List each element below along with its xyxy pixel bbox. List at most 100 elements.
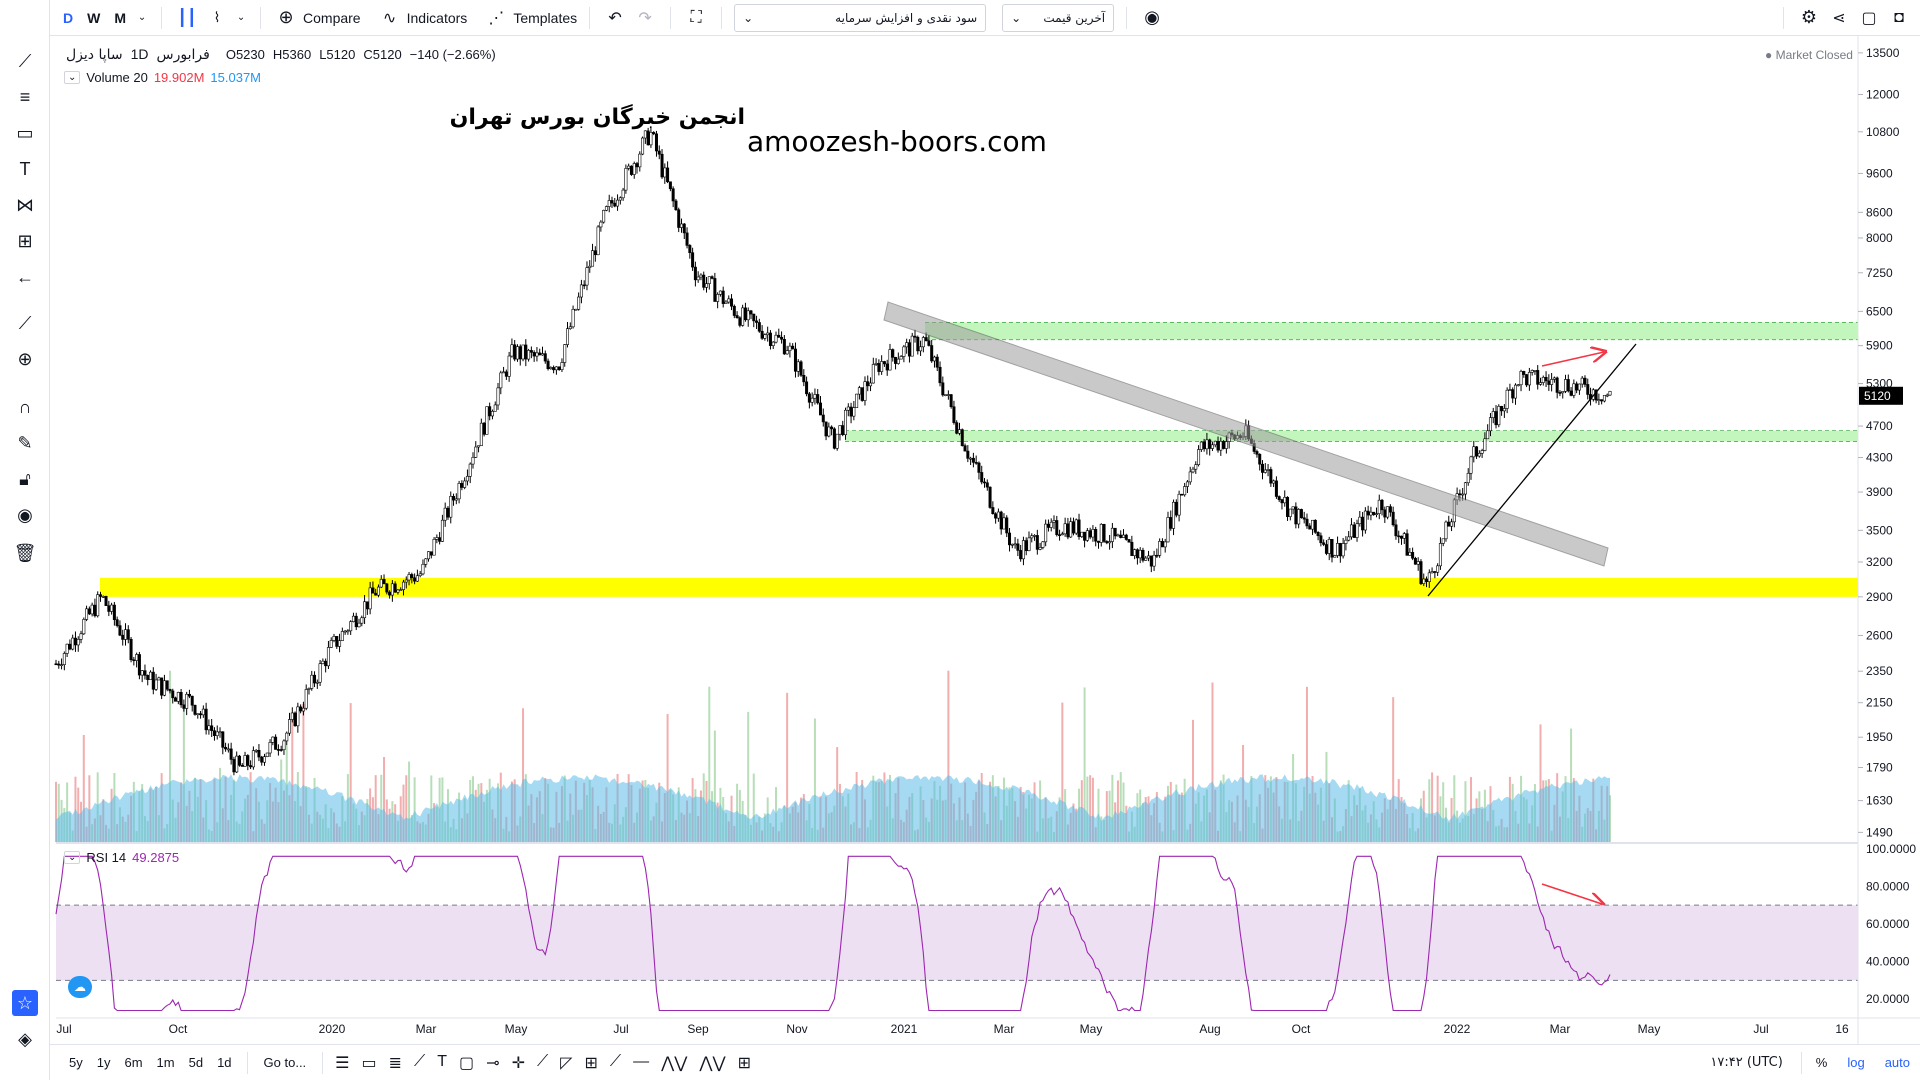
candle-body bbox=[1116, 534, 1120, 537]
abc-icon[interactable]: ⋀⋁ bbox=[699, 1054, 726, 1072]
share-icon[interactable]: ⋖ bbox=[1832, 9, 1846, 27]
candle-body bbox=[693, 266, 697, 281]
volume-bar bbox=[374, 775, 377, 842]
clock-time[interactable]: ۱۷:۴۲ (UTC) bbox=[1710, 1055, 1783, 1070]
path-icon[interactable]: ⟋ bbox=[536, 1052, 549, 1070]
volume-bar bbox=[1192, 719, 1195, 842]
candle-body bbox=[1458, 493, 1462, 496]
candle-body bbox=[415, 575, 419, 582]
projection-icon[interactable]: ⊞ bbox=[737, 1054, 751, 1072]
interval-d-button[interactable]: D bbox=[63, 9, 74, 26]
chevron-down-icon[interactable]: ⌄ bbox=[137, 12, 147, 23]
candle-body bbox=[924, 337, 928, 342]
magnet-icon[interactable]: ∩ bbox=[18, 396, 32, 417]
candle-body bbox=[1096, 540, 1100, 543]
pencil-lock-icon[interactable]: ✎ bbox=[17, 432, 33, 453]
candle-body bbox=[1430, 571, 1434, 574]
zoom-icon[interactable]: ⊕ bbox=[17, 348, 33, 369]
eye-icon[interactable]: ◉ bbox=[17, 504, 33, 525]
range-1d[interactable]: 1d bbox=[217, 1055, 232, 1070]
price-source-select[interactable]: ⌄ آخرین قیمت bbox=[1002, 3, 1115, 32]
time-tick-label: May bbox=[1638, 1022, 1661, 1036]
candle-body bbox=[85, 608, 89, 620]
callout-icon[interactable]: ▢ bbox=[459, 1054, 475, 1072]
drawings bbox=[883, 301, 1637, 904]
interval-w-button[interactable]: W bbox=[87, 9, 101, 26]
brush-icon[interactable]: ⟋ bbox=[609, 1052, 622, 1070]
rectangle-icon[interactable]: ▭ bbox=[16, 122, 34, 143]
text-icon[interactable]: T bbox=[437, 1052, 448, 1070]
candle-body bbox=[930, 345, 934, 362]
line-chart-icon[interactable]: ⌇ bbox=[213, 9, 221, 25]
candle-body bbox=[535, 352, 539, 357]
candle-body bbox=[354, 615, 358, 628]
rectangle-icon[interactable]: ▭ bbox=[361, 1054, 377, 1072]
pattern-icon[interactable]: ⋈ bbox=[16, 194, 34, 215]
camera-icon[interactable]: ◘ bbox=[1894, 8, 1904, 26]
indicators-button[interactable]: ∿ Indicators bbox=[369, 0, 476, 36]
candle-body bbox=[1085, 530, 1089, 541]
candle-body bbox=[313, 674, 317, 684]
arrow-left-icon[interactable]: ← bbox=[16, 266, 34, 287]
candle-body bbox=[1336, 543, 1340, 556]
goto-button[interactable]: Go to... bbox=[263, 1055, 307, 1070]
candle-body bbox=[1552, 377, 1556, 380]
range-1m[interactable]: 1m bbox=[156, 1055, 175, 1070]
candle-body bbox=[1580, 377, 1584, 385]
interval-m-button[interactable]: M bbox=[114, 9, 127, 26]
candle-body bbox=[1358, 516, 1362, 525]
trendline-icon[interactable]: ⟋ bbox=[414, 1052, 426, 1070]
candle-body bbox=[240, 764, 244, 767]
chevron-down-icon[interactable]: ⌄ bbox=[236, 12, 246, 23]
ruler-icon[interactable]: ⟋ bbox=[18, 312, 32, 333]
redo-icon[interactable]: ↷ bbox=[638, 9, 652, 27]
log-toggle[interactable]: log bbox=[1847, 1055, 1865, 1070]
range-1y[interactable]: 1y bbox=[96, 1055, 111, 1070]
range-5d[interactable]: 5d bbox=[188, 1055, 204, 1070]
symbol-name[interactable]: ساپا دیزل bbox=[66, 47, 123, 63]
candle-body bbox=[1491, 411, 1495, 418]
hline-icon[interactable]: — bbox=[633, 1052, 650, 1070]
dividends-select[interactable]: ⌄ سود نقدی و افزایش سرمایه bbox=[734, 3, 987, 32]
layers-icon[interactable]: ◈ bbox=[18, 1028, 32, 1049]
lock-icon[interactable]: 🔓︎ bbox=[19, 468, 31, 489]
trash-icon[interactable]: 🗑︎ bbox=[13, 542, 37, 563]
eye-icon[interactable]: ◉ bbox=[1144, 7, 1160, 27]
auto-toggle[interactable]: auto bbox=[1884, 1055, 1910, 1070]
hray-icon[interactable]: ⊸ bbox=[486, 1054, 500, 1072]
candle-body bbox=[696, 276, 700, 281]
fib-icon[interactable]: ≡ bbox=[19, 86, 31, 107]
snapshot-icon[interactable]: ▢ bbox=[1861, 9, 1877, 27]
range-5y[interactable]: 5y bbox=[69, 1055, 83, 1070]
cross-icon[interactable]: ✛ bbox=[511, 1054, 525, 1072]
candles-icon[interactable]: ┃┃ bbox=[177, 9, 197, 27]
candle-body bbox=[432, 539, 436, 556]
candle-body bbox=[824, 421, 828, 437]
compare-button[interactable]: ⊕ Compare bbox=[265, 0, 369, 36]
measure-icon[interactable]: ⊞ bbox=[17, 230, 33, 251]
cloud-icon[interactable]: ☁ bbox=[68, 976, 92, 998]
candle-body bbox=[1224, 441, 1228, 449]
range-6m[interactable]: 6m bbox=[124, 1055, 143, 1070]
candle-body bbox=[957, 429, 961, 434]
percent-toggle[interactable]: % bbox=[1815, 1055, 1828, 1070]
wave-icon[interactable]: ⋀⋁ bbox=[661, 1054, 688, 1072]
gear-icon[interactable]: ⚙ bbox=[1800, 7, 1818, 27]
candle-body bbox=[1008, 532, 1012, 546]
collapse-icon[interactable]: ⌄ bbox=[64, 71, 81, 84]
text-icon[interactable]: T bbox=[19, 158, 31, 179]
collapse-icon[interactable]: ⌄ bbox=[64, 851, 81, 864]
fullscreen-icon[interactable]: ⛶ bbox=[690, 8, 702, 26]
candle-body bbox=[185, 693, 189, 709]
measure-icon[interactable]: ⊞ bbox=[584, 1054, 598, 1072]
hlines-icon[interactable]: ☰ bbox=[335, 1054, 350, 1072]
trendline-icon[interactable]: ⟋ bbox=[18, 50, 32, 71]
triangle-icon[interactable]: ◸ bbox=[560, 1054, 573, 1072]
candle-body bbox=[913, 335, 917, 338]
star-icon[interactable]: ☆ bbox=[12, 990, 38, 1016]
undo-icon[interactable]: ↶ bbox=[608, 9, 622, 27]
candle-body bbox=[538, 352, 542, 356]
templates-button[interactable]: ⋰ Templates bbox=[475, 0, 585, 36]
fib-icon[interactable]: ≣ bbox=[388, 1054, 403, 1072]
